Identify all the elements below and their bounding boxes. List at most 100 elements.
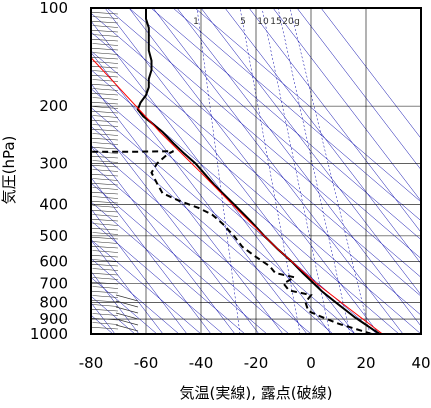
mixing-ratio-label: 1	[193, 17, 199, 27]
dry-adiabat-line	[172, 8, 421, 222]
mixing-ratio-label: 5	[240, 17, 246, 27]
wind-barb	[92, 79, 119, 82]
moist-adiabat-line	[104, 8, 356, 334]
dry-adiabat-line	[91, 258, 180, 334]
y-tick-label: 700	[39, 275, 68, 293]
moist-adiabat-line	[91, 239, 164, 334]
wind-barb	[92, 232, 119, 235]
dry-adiabat-line	[91, 220, 224, 334]
mixing-ratio-label: 10	[257, 17, 269, 27]
wind-barb	[91, 254, 119, 258]
wind-barb	[115, 312, 139, 320]
wind-barb	[91, 11, 119, 15]
wind-barb	[92, 106, 119, 109]
wind-barb	[92, 277, 119, 280]
dewpoint-line	[91, 150, 372, 334]
wind-barb	[92, 196, 119, 199]
wind-barb	[91, 173, 119, 177]
dry-adiabat-lines	[91, 8, 421, 334]
wind-barb	[92, 97, 119, 100]
wind-barb	[92, 25, 119, 28]
dry-adiabat-line	[91, 69, 400, 334]
wind-barb	[115, 300, 139, 308]
y-axis-label: 気圧(hPa)	[0, 136, 18, 205]
wind-barb	[91, 218, 119, 222]
wind-barb	[91, 227, 119, 231]
wind-barb	[92, 205, 119, 208]
wind-barb	[92, 268, 119, 271]
wind-barb	[91, 164, 119, 168]
wind-barb	[91, 236, 119, 240]
wind-barb	[92, 124, 119, 127]
dry-adiabat-line	[91, 50, 421, 334]
wind-barb	[115, 306, 139, 314]
moist-adiabat-line	[91, 83, 284, 334]
dry-adiabat-line	[91, 31, 421, 316]
wind-barb	[91, 209, 119, 213]
wind-barb	[91, 47, 119, 51]
wind-barb	[91, 299, 119, 303]
moist-adiabat-line	[224, 8, 421, 264]
wind-barb	[91, 29, 119, 33]
wind-barb	[91, 65, 119, 69]
wind-barb	[91, 182, 119, 186]
wind-barb	[92, 241, 119, 244]
wind-barb	[92, 160, 119, 163]
wind-barb	[92, 70, 119, 73]
dry-adiabat-line	[150, 8, 421, 240]
y-tick-label: 100	[39, 0, 68, 17]
moist-adiabat-line	[128, 8, 380, 334]
dry-adiabat-line	[91, 126, 334, 334]
moist-adiabat-line	[176, 8, 421, 327]
grid-lines	[91, 8, 421, 334]
dry-adiabat-line	[91, 201, 246, 334]
wind-barb	[91, 326, 119, 330]
moist-adiabat-line	[91, 208, 188, 334]
wind-barb	[91, 101, 119, 105]
wind-barb	[92, 250, 119, 253]
mixing-ratio-label: 15	[270, 17, 281, 27]
wind-barb	[91, 290, 119, 294]
dry-adiabat-line	[128, 8, 421, 259]
moist-adiabat-line	[200, 8, 421, 296]
x-tick-label: 40	[411, 354, 430, 372]
wind-barb	[92, 52, 119, 55]
wind-barb	[91, 155, 119, 159]
dry-adiabat-line	[106, 8, 421, 278]
moist-adiabat-line	[91, 270, 140, 334]
wind-barb	[92, 286, 119, 289]
moist-adiabat-line	[248, 8, 421, 233]
wind-barb	[91, 92, 119, 96]
wind-barb	[92, 223, 119, 226]
dry-adiabat-line	[91, 88, 378, 334]
wind-barb	[92, 34, 119, 37]
wind-barb	[91, 74, 119, 78]
dry-adiabat-line	[91, 182, 268, 334]
wind-barb	[91, 245, 119, 249]
mixing-ratio-line	[196, 8, 241, 334]
mixing-ratio-line	[239, 8, 301, 334]
wind-barb	[91, 128, 119, 132]
x-axis-label: 気温(実線), 露点(破線)	[180, 384, 333, 402]
mixing-ratio-labels: 1 5 10 15 20 g	[193, 17, 300, 27]
mixing-ratio-line	[261, 8, 331, 334]
y-tick-label: 1000	[30, 325, 68, 343]
x-tick-label: -40	[189, 354, 214, 372]
x-tick-label: 20	[356, 354, 375, 372]
y-tick-label: 600	[39, 253, 68, 271]
wind-barbs	[91, 11, 139, 332]
y-tick-label: 300	[39, 155, 68, 173]
wind-barb	[91, 200, 119, 204]
wind-barb	[92, 115, 119, 118]
wind-barb	[92, 43, 119, 46]
moist-adiabat-line	[91, 20, 332, 334]
wind-barb	[92, 16, 119, 19]
wind-barb	[91, 20, 119, 24]
wind-barb	[115, 324, 139, 332]
mixing-ratio-label: g	[294, 17, 300, 27]
moist-adiabat-line	[272, 8, 421, 202]
wind-barb	[92, 142, 119, 145]
moist-adiabat-line	[152, 8, 404, 334]
dry-adiabat-line	[91, 163, 290, 334]
